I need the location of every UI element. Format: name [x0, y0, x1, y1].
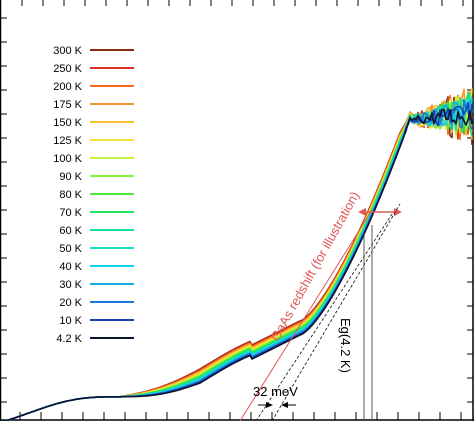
legend-label: 175 K [53, 99, 82, 111]
legend-item: 100 K [53, 153, 134, 165]
legend-item: 90 K [59, 171, 134, 183]
legend-item: 250 K [53, 63, 134, 75]
legend-label: 50 K [59, 243, 82, 255]
eg-dashed-line-1 [255, 213, 393, 421]
legend-label: 20 K [59, 297, 82, 309]
redshift-guide-line [239, 209, 373, 421]
legend: 300 K 250 K 200 K 175 K 150 K 125 K 100 K 90 K 8… [53, 45, 134, 345]
legend-label: 125 K [53, 135, 82, 147]
legend-label: 70 K [59, 207, 82, 219]
eg-dashed-line-2 [271, 203, 401, 421]
legend-item: 20 K [59, 297, 134, 309]
legend-label: 100 K [53, 153, 82, 165]
legend-item: 40 K [59, 261, 134, 273]
legend-label: 150 K [53, 117, 82, 129]
legend-item: 200 K [53, 81, 134, 93]
gap-arrows [258, 402, 296, 408]
legend-item: 10 K [59, 315, 134, 327]
legend-label: 40 K [59, 261, 82, 273]
legend-label: 60 K [59, 225, 82, 237]
legend-item: 175 K [53, 99, 134, 111]
legend-item: 70 K [59, 207, 134, 219]
legend-item: 300 K [53, 45, 134, 57]
legend-label: 30 K [59, 279, 82, 291]
legend-item: 4.2 K [56, 333, 134, 345]
legend-label: 80 K [59, 189, 82, 201]
legend-label: 4.2 K [56, 333, 82, 345]
legend-label: 200 K [53, 81, 82, 93]
legend-label: 90 K [59, 171, 82, 183]
legend-item: 60 K [59, 225, 134, 237]
redshift-arrow [358, 208, 402, 216]
legend-label: 300 K [53, 45, 82, 57]
legend-label: 250 K [53, 63, 82, 75]
spectra-curves [1, 88, 473, 421]
eg-label: Eg(4.2 K) [338, 318, 353, 373]
legend-item: 30 K [59, 279, 134, 291]
legend-item: 150 K [53, 117, 134, 129]
spectrum-line [1, 108, 473, 421]
gap-label: 32 meV [253, 384, 298, 399]
legend-item: 80 K [59, 189, 134, 201]
legend-item: 50 K [59, 243, 134, 255]
legend-item: 125 K [53, 135, 134, 147]
legend-label: 10 K [59, 315, 82, 327]
